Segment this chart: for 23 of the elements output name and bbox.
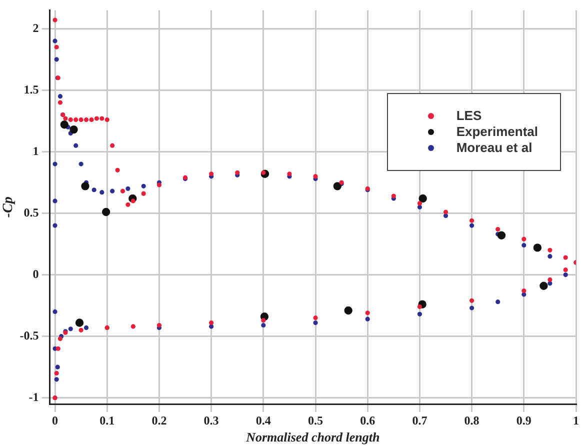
x-tick-label: 0.4 — [256, 413, 271, 428]
x-tick-label: 0.3 — [204, 413, 219, 428]
x-tick-label: 0.8 — [464, 413, 480, 428]
y-tick-label: 0.5 — [24, 205, 39, 220]
y-tick-label: 1 — [32, 144, 39, 158]
y-axis-title: -Cp — [1, 196, 16, 218]
x-tick-label: 0.7 — [412, 413, 428, 428]
y-tick-label: 1.5 — [24, 82, 39, 96]
x-tick-label: 0.1 — [100, 413, 115, 428]
x-tick-label: 0 — [52, 413, 58, 428]
y-tick-label: -0.5 — [20, 328, 39, 342]
x-tick-label: 0.5 — [308, 413, 324, 428]
x-axis-title: Normalised chord length — [245, 430, 380, 445]
legend-label: Experimental — [456, 124, 538, 140]
y-tick-label: 0 — [32, 266, 39, 281]
x-tick-label: 0.2 — [152, 413, 167, 428]
x-tick-label: 0.6 — [360, 413, 376, 428]
legend-label: LES — [456, 108, 482, 124]
x-tick-label: 0.9 — [516, 413, 532, 428]
legend-label: Moreau et al — [456, 140, 532, 156]
y-tick-label: -1 — [28, 390, 39, 404]
x-tick-label: 1 — [573, 413, 579, 428]
y-tick-label: 2 — [32, 20, 39, 35]
